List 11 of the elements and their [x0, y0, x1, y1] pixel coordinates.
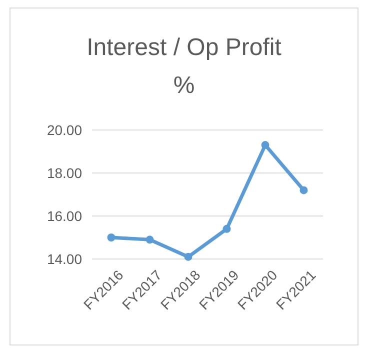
chart-title: Interest / Op Profit %	[86, 34, 282, 99]
point	[184, 252, 192, 261]
y-tick-label: 18.00	[46, 164, 82, 181]
point	[146, 236, 154, 244]
y-tick-label: 20.00	[46, 122, 82, 138]
point	[222, 224, 231, 233]
point	[107, 234, 116, 242]
point	[300, 186, 308, 194]
point	[261, 141, 270, 150]
y-tick-label: 14.00	[46, 250, 82, 267]
y-tick-label: 16.00	[46, 208, 82, 224]
